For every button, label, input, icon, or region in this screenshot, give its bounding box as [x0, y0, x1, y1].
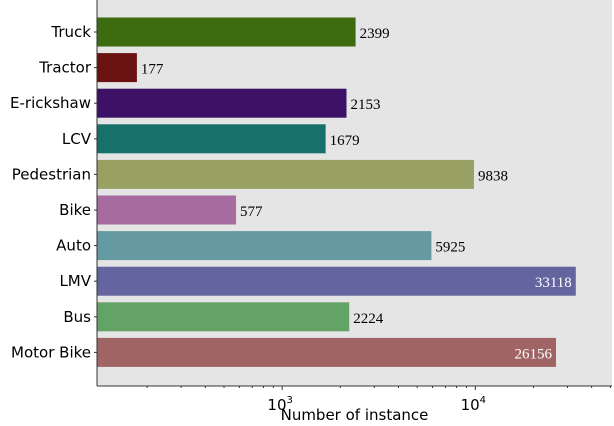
- bar-motor-bike: [97, 337, 556, 367]
- category-label: Motor Bike: [11, 343, 91, 361]
- x-tick-label: 104: [461, 395, 486, 414]
- x-axis-label: Number of instance: [281, 406, 429, 424]
- data-label: 2399: [360, 26, 390, 42]
- category-label: Truck: [50, 23, 91, 41]
- category-label: Bike: [59, 201, 91, 219]
- bar-truck: [97, 17, 356, 47]
- bar-bus: [97, 302, 350, 332]
- category-label: Tractor: [38, 59, 92, 77]
- data-label: 33118: [535, 275, 572, 291]
- data-label: 2224: [353, 311, 384, 327]
- category-label: LCV: [62, 130, 92, 148]
- bar-bike: [97, 195, 237, 225]
- bar-auto: [97, 231, 432, 261]
- data-label: 1679: [330, 133, 360, 149]
- bar-tractor: [97, 53, 137, 83]
- x-tick-label: 103: [267, 395, 292, 414]
- data-label: 577: [240, 204, 263, 220]
- bar-e-rickshaw: [97, 88, 347, 118]
- category-label: Auto: [56, 237, 91, 255]
- data-label: 2153: [350, 97, 380, 113]
- category-label: Bus: [63, 308, 91, 326]
- category-label: Pedestrian: [12, 165, 91, 183]
- category-label: LMV: [59, 272, 91, 290]
- bar-lcv: [97, 124, 326, 154]
- bar-pedestrian: [97, 159, 474, 189]
- data-label: 26156: [514, 346, 552, 362]
- bar-lmv: [97, 266, 576, 296]
- data-label: 177: [141, 62, 164, 78]
- data-label: 9838: [478, 168, 508, 184]
- category-label: E-rickshaw: [10, 94, 91, 112]
- data-label: 5925: [435, 240, 465, 256]
